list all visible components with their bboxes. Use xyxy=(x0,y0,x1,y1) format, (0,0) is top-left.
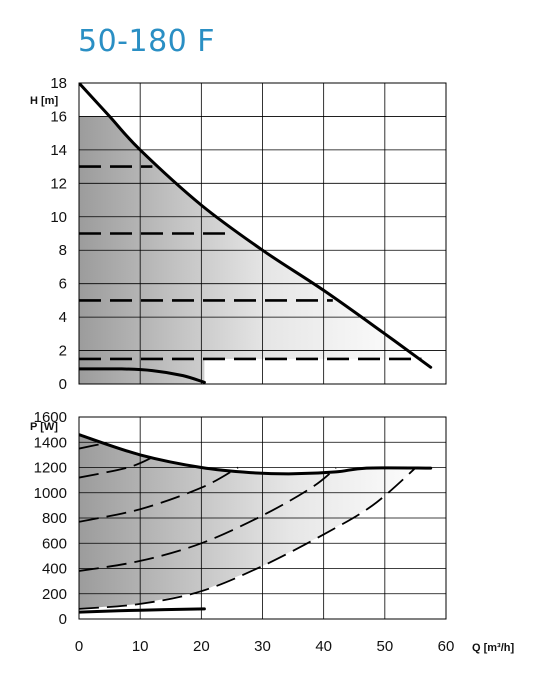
head-y-tick-labels: 0 2 4 6 8 10 12 14 16 18 xyxy=(50,75,67,393)
power-y-tick-label: 800 xyxy=(42,510,67,527)
power-constant-curve xyxy=(79,466,239,523)
x-tick-label: 30 xyxy=(254,638,271,655)
head-y-tick-label: 18 xyxy=(50,75,67,92)
x-tick-labels: 0 10 20 30 40 50 60 xyxy=(75,638,455,655)
power-y-tick-label: 200 xyxy=(42,586,67,603)
head-y-tick-label: 6 xyxy=(59,276,67,293)
power-grid xyxy=(78,416,447,620)
x-tick-label: 60 xyxy=(438,638,455,655)
power-operating-region xyxy=(79,434,431,609)
head-y-tick-label: 12 xyxy=(50,175,67,192)
power-min-curve xyxy=(79,607,206,614)
head-panel: 0 2 4 6 8 10 12 14 16 18 H [m] xyxy=(30,75,447,393)
power-y-tick-label: 400 xyxy=(42,561,67,578)
power-y-tick-labels: 0 200 400 600 800 1000 1200 1400 1600 xyxy=(34,409,67,628)
x-tick-label: 10 xyxy=(132,638,149,655)
power-y-tick-label: 1400 xyxy=(34,434,67,451)
head-y-axis-label: H [m] xyxy=(30,95,58,107)
head-y-tick-label: 8 xyxy=(59,242,67,259)
power-constant-curve xyxy=(79,442,104,450)
power-panel: 0 200 400 600 800 1000 1200 1400 1600 P [W] xyxy=(30,409,447,628)
power-y-axis-label: P [W] xyxy=(30,421,58,433)
power-y-tick-label: 1000 xyxy=(34,485,67,502)
head-y-tick-label: 14 xyxy=(50,142,67,159)
power-operating-region-fill xyxy=(79,434,431,609)
power-constant-curve xyxy=(79,456,153,479)
x-axis-label: Q [m³/h] xyxy=(472,642,514,654)
chart-title: 50-180 F xyxy=(78,24,216,59)
power-y-tick-label: 0 xyxy=(59,611,67,628)
power-max-curve xyxy=(79,433,433,476)
power-constant-curve xyxy=(79,467,337,572)
power-y-tick-label: 1600 xyxy=(34,409,67,426)
head-curves xyxy=(79,83,433,384)
head-y-tick-label: 2 xyxy=(59,343,67,360)
power-constant-curve xyxy=(79,467,416,610)
x-tick-label: 50 xyxy=(376,638,393,655)
power-y-tick-label: 600 xyxy=(42,535,67,552)
x-tick-label: 40 xyxy=(315,638,332,655)
head-y-tick-label: 0 xyxy=(59,376,67,393)
x-tick-label: 0 xyxy=(75,638,83,655)
head-max-curve xyxy=(79,83,433,369)
x-tick-label: 20 xyxy=(193,638,210,655)
head-min-curve xyxy=(79,367,206,384)
head-y-tick-label: 10 xyxy=(50,209,67,226)
head-y-tick-label: 4 xyxy=(59,309,67,326)
head-y-tick-label: 16 xyxy=(50,108,67,125)
power-curves xyxy=(79,433,433,614)
power-y-tick-label: 1200 xyxy=(34,460,67,477)
